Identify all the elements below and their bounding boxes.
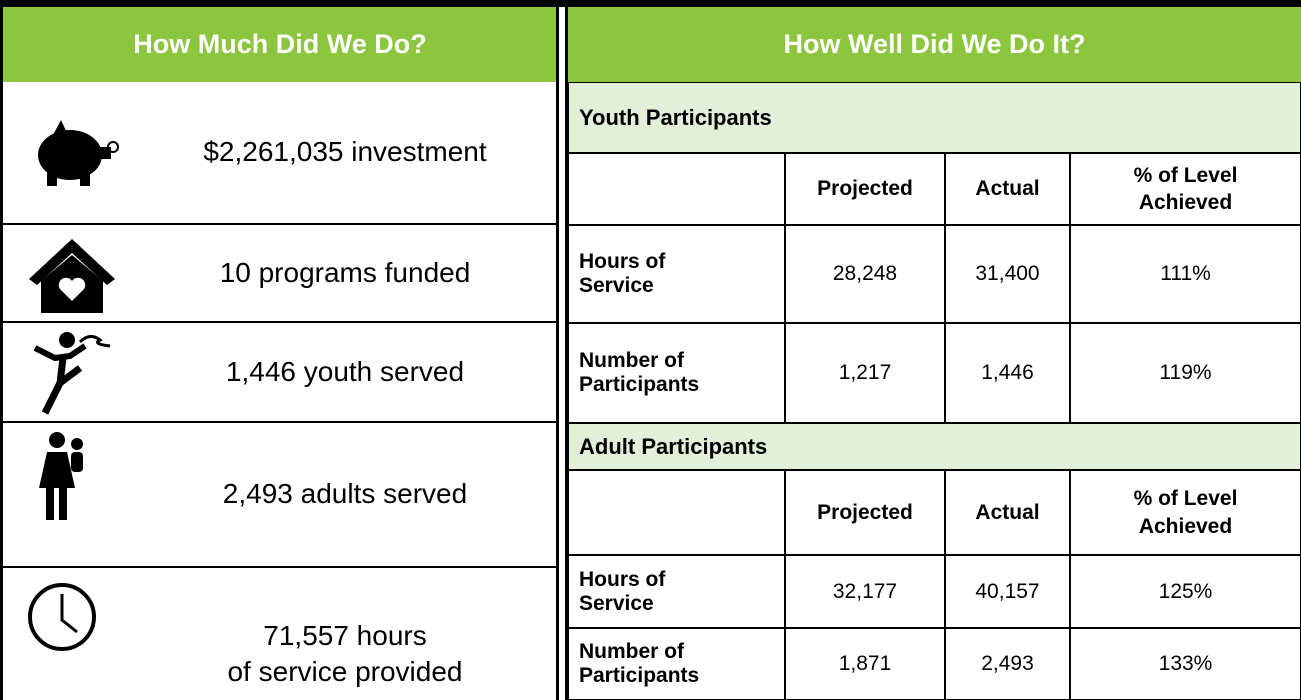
row-label: Hours of Service	[568, 555, 785, 628]
left-row: 2,493 adults served	[3, 423, 557, 568]
youth-icon	[33, 332, 111, 415]
column-header: Projected	[785, 470, 945, 555]
table-value: 1,446	[945, 323, 1070, 423]
table-value: 31,400	[945, 225, 1070, 323]
value-text: 2,493	[981, 652, 1034, 675]
table-value: 125%	[1070, 555, 1301, 628]
piggy-icon	[38, 120, 119, 186]
left-text: 71,557 hours of service provided	[133, 568, 557, 700]
table-value: 133%	[1070, 628, 1301, 700]
column-header-text: % of Level Achieved	[1133, 163, 1238, 214]
value-text: 28,248	[832, 262, 898, 285]
left-border	[0, 0, 3, 700]
left-row: 10 programs funded	[3, 225, 557, 323]
column-header: Projected	[785, 153, 945, 225]
table-value: 2,493	[945, 628, 1070, 700]
table-value: 111%	[1070, 225, 1301, 323]
table-value: 32,177	[785, 555, 945, 628]
left-row: $2,261,035 investment	[3, 82, 557, 225]
row-label: Hours of Service	[568, 225, 785, 323]
column-header-text: Projected	[817, 177, 913, 201]
column-header-text: % of Level Achieved	[1133, 487, 1238, 538]
row-label-text: Number of Participants	[579, 640, 700, 687]
left-item-text: 1,446 youth served	[225, 355, 465, 387]
column-header: % of Level Achieved	[1070, 470, 1301, 555]
left-row: 71,557 hours of service provided	[3, 568, 557, 700]
left-item-text: 2,493 adults served	[222, 478, 468, 510]
value-text: 40,157	[975, 579, 1040, 603]
left-text: 2,493 adults served	[133, 423, 557, 566]
value-text: 32,177	[832, 579, 898, 603]
divider	[556, 7, 559, 700]
left-text: 1,446 youth served	[133, 323, 557, 421]
left-row: 1,446 youth served	[3, 323, 557, 423]
left-item-text: $2,261,035 investment	[203, 136, 487, 168]
left-item-text: 10 programs funded	[219, 256, 471, 288]
column-header-text: Actual	[975, 500, 1040, 524]
row-label-text: Number of Participants	[579, 349, 700, 396]
table-value: 1,871	[785, 628, 945, 700]
table-value: 28,248	[785, 225, 945, 323]
row-label: Number of Participants	[568, 323, 785, 423]
table-value: 1,217	[785, 323, 945, 423]
header-blank	[568, 470, 785, 555]
column-header-text: Projected	[817, 500, 913, 524]
section-title: Adult Participants	[568, 423, 1301, 470]
header-blank	[568, 153, 785, 225]
value-text: 1,871	[838, 652, 892, 675]
table-value: 40,157	[945, 555, 1070, 628]
top-border	[0, 0, 1301, 7]
left-item-line: 71,557 hours	[263, 619, 427, 651]
left-text: $2,261,035 investment	[133, 82, 557, 223]
left-header: How Much Did We Do?	[3, 7, 557, 82]
adult-icon	[39, 432, 83, 520]
row-label-text: Hours of Service	[579, 250, 666, 297]
left-text: 10 programs funded	[133, 225, 557, 321]
value-text: 1,446	[981, 361, 1034, 384]
section-title: Youth Participants	[568, 82, 1301, 153]
row-label: Number of Participants	[568, 628, 785, 700]
right-header: How Well Did We Do It?	[568, 7, 1301, 82]
house-icon	[29, 239, 115, 313]
divider	[565, 7, 568, 700]
row-label-text: Hours of Service	[579, 567, 666, 615]
value-text: 125%	[1158, 579, 1213, 603]
column-header: Actual	[945, 470, 1070, 555]
column-header: % of Level Achieved	[1070, 153, 1301, 225]
column-header: Actual	[945, 153, 1070, 225]
table-value: 119%	[1070, 323, 1301, 423]
clock-icon	[28, 583, 96, 651]
value-text: 119%	[1159, 361, 1212, 384]
value-text: 1,217	[838, 361, 892, 384]
left-item-line: of service provided	[227, 656, 463, 687]
column-header-text: Actual	[975, 177, 1040, 201]
value-text: 111%	[1160, 262, 1211, 285]
value-text: 133%	[1158, 652, 1213, 675]
value-text: 31,400	[975, 262, 1040, 285]
